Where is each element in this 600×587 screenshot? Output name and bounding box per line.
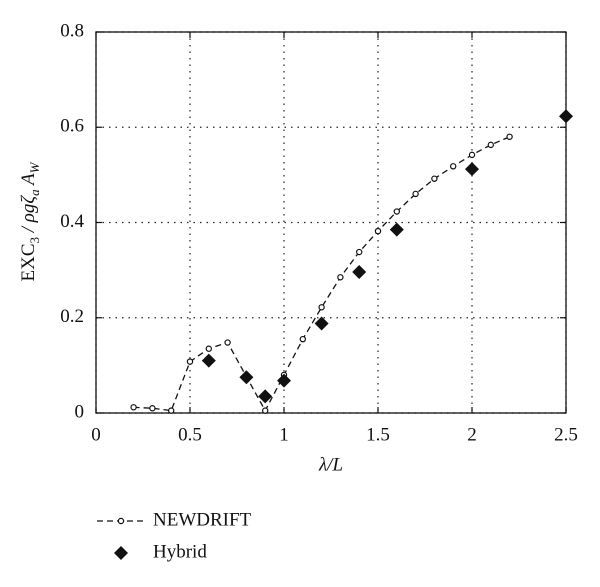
y-tick-label: 0 <box>75 401 85 422</box>
circle-marker <box>224 339 231 346</box>
circle-marker <box>506 133 513 140</box>
circle-marker <box>337 274 344 281</box>
circle-marker <box>431 175 438 182</box>
y-label-sub: 3 <box>27 237 42 244</box>
legend-marker <box>117 517 125 525</box>
x-tick-label: 1.5 <box>366 424 390 445</box>
legend-label: Hybrid <box>153 541 207 562</box>
circle-marker <box>412 190 419 198</box>
y-label-part: EXC <box>18 243 39 281</box>
circle-marker <box>205 345 212 352</box>
x-axis-label: λ/L <box>318 454 343 475</box>
circle-marker <box>262 407 269 414</box>
plot-frame <box>95 31 567 414</box>
diamond-marker <box>277 373 291 388</box>
circle-marker <box>374 227 382 235</box>
circle-marker <box>356 248 363 256</box>
circle-marker <box>393 208 400 215</box>
diamond-marker <box>352 265 367 280</box>
y-tick-label: 0.6 <box>60 116 84 137</box>
circle-marker <box>487 141 494 149</box>
y-label-part: / ρgζ <box>18 195 39 237</box>
y-tick-label: 0.4 <box>60 211 84 232</box>
diamond-marker <box>239 370 254 385</box>
x-tick-label: 2 <box>467 424 477 445</box>
y-label-sub: W <box>27 161 42 173</box>
x-tick-label: 2.5 <box>554 424 578 445</box>
diamond-marker <box>201 353 216 368</box>
circle-marker <box>450 163 457 170</box>
circle-marker <box>186 358 194 365</box>
legend-marker <box>114 546 128 560</box>
x-tick-label: 1 <box>279 424 289 445</box>
x-tick-label: 0.5 <box>178 424 202 445</box>
circle-marker <box>149 405 156 412</box>
circle-marker <box>299 335 306 343</box>
diamond-marker <box>559 109 573 124</box>
diamond-marker <box>465 162 479 177</box>
circle-marker <box>468 151 476 159</box>
circle-marker <box>167 407 175 414</box>
diamond-marker <box>314 316 329 331</box>
y-axis-label: EXC3 / ρgζa AW <box>18 161 42 281</box>
y-label-sub: a <box>27 189 42 196</box>
y-label-part: A <box>18 173 39 189</box>
y-tick-label: 0.2 <box>60 306 84 327</box>
legend-label: NEWDRIFT <box>153 509 252 530</box>
diamond-marker <box>258 389 273 404</box>
diamond-marker <box>389 222 404 237</box>
y-tick-label: 0.8 <box>60 20 84 41</box>
circle-marker <box>318 304 325 311</box>
series-line <box>133 136 510 412</box>
x-tick-label: 0 <box>91 424 101 445</box>
circle-marker <box>130 404 137 411</box>
